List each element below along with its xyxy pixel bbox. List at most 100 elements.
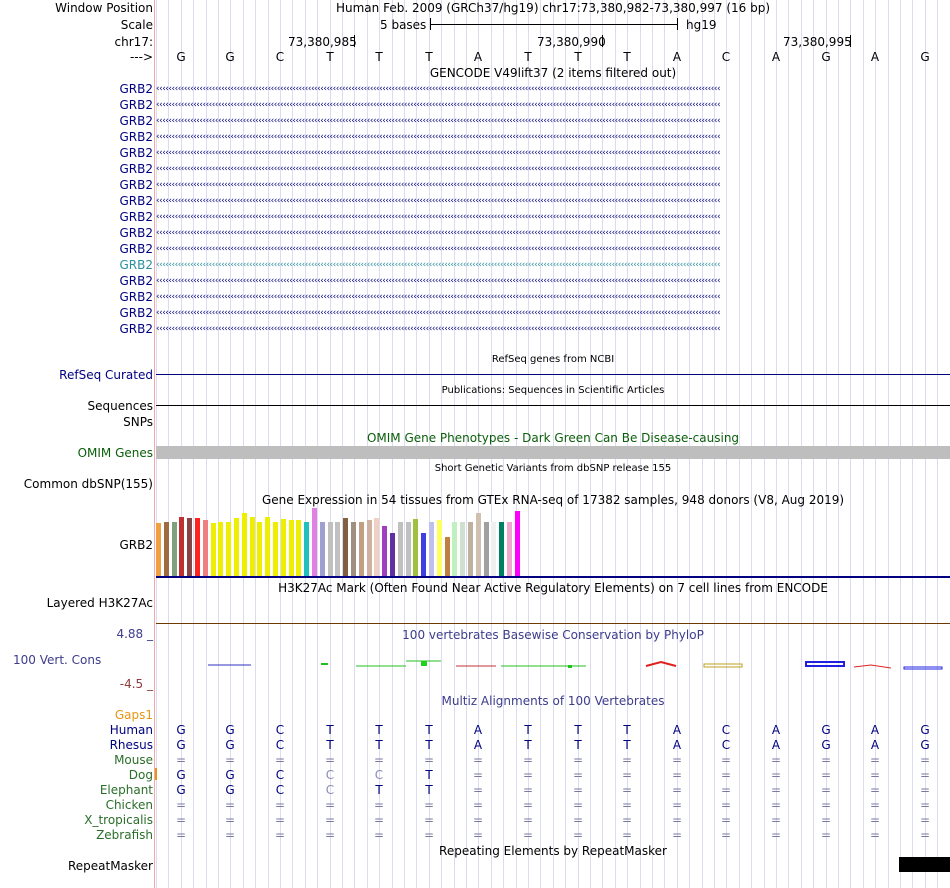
species-label[interactable]: Chicken <box>105 798 153 812</box>
gencode-transcript[interactable]: ‹‹‹‹‹‹‹‹‹‹‹‹‹‹‹‹‹‹‹‹‹‹‹‹‹‹‹‹‹‹‹‹‹‹‹‹‹‹‹‹… <box>156 277 721 285</box>
gtex-tissue-bar[interactable] <box>249 517 255 576</box>
gencode-gene-label[interactable]: GRB2 <box>119 98 153 112</box>
gencode-transcript[interactable]: ‹‹‹‹‹‹‹‹‹‹‹‹‹‹‹‹‹‹‹‹‹‹‹‹‹‹‹‹‹‹‹‹‹‹‹‹‹‹‹‹… <box>156 149 721 157</box>
species-label[interactable]: Mouse <box>114 753 153 767</box>
gtex-tissue-bar[interactable] <box>499 522 505 576</box>
gtex-tissue-bar[interactable] <box>460 522 466 576</box>
gtex-tissue-bar[interactable] <box>366 520 372 576</box>
gtex-tissue-bar[interactable] <box>273 522 278 576</box>
species-label[interactable]: Rhesus <box>109 738 153 752</box>
gtex-tissue-bar[interactable] <box>483 522 489 576</box>
gtex-tissue-bar[interactable] <box>327 522 333 576</box>
species-label[interactable]: Zebrafish <box>96 828 153 842</box>
gencode-track-title[interactable]: GENCODE V49lift37 (2 items filtered out) <box>429 66 677 80</box>
pubs-line[interactable] <box>156 405 950 406</box>
gtex-tissue-bar[interactable] <box>358 522 364 576</box>
assembly-position-text[interactable]: Human Feb. 2009 (GRCh37/hg19) chr17:73,3… <box>335 1 770 15</box>
gtex-tissue-bar[interactable] <box>351 522 356 576</box>
gtex-tissue-bar[interactable] <box>210 523 216 576</box>
gtex-tissue-bar[interactable] <box>265 517 271 576</box>
gencode-gene-label[interactable]: GRB2 <box>119 146 153 160</box>
gtex-tissue-bar[interactable] <box>319 522 325 576</box>
gencode-transcript[interactable]: ‹‹‹‹‹‹‹‹‹‹‹‹‹‹‹‹‹‹‹‹‹‹‹‹‹‹‹‹‹‹‹‹‹‹‹‹‹‹‹‹… <box>156 197 721 205</box>
gtex-tissue-bar[interactable] <box>405 522 411 576</box>
gencode-gene-label[interactable]: GRB2 <box>119 114 153 128</box>
cons-wiggle[interactable] <box>156 650 950 674</box>
gtex-tissue-bar[interactable] <box>304 522 310 576</box>
gencode-gene-label[interactable]: GRB2 <box>119 226 153 240</box>
gencode-gene-label[interactable]: GRB2 <box>119 162 153 176</box>
gtex-tissue-bar[interactable] <box>187 518 193 576</box>
multiz-track-title[interactable]: Multiz Alignments of 100 Vertebrates <box>441 694 665 708</box>
gencode-transcript[interactable]: ‹‹‹‹‹‹‹‹‹‹‹‹‹‹‹‹‹‹‹‹‹‹‹‹‹‹‹‹‹‹‹‹‹‹‹‹‹‹‹‹… <box>156 181 721 189</box>
gtex-tissue-bar[interactable] <box>288 520 294 576</box>
pubs-label[interactable]: Sequences <box>87 399 153 413</box>
gencode-transcript[interactable]: ‹‹‹‹‹‹‹‹‹‹‹‹‹‹‹‹‹‹‹‹‹‹‹‹‹‹‹‹‹‹‹‹‹‹‹‹‹‹‹‹… <box>156 165 721 173</box>
gencode-gene-label[interactable]: GRB2 <box>119 306 153 320</box>
gtex-tissue-bar[interactable] <box>179 517 185 576</box>
pubs-track-title[interactable]: Publications: Sequences in Scientific Ar… <box>441 385 665 396</box>
cons-track-title[interactable]: 100 vertebrates Basewise Conservation by… <box>402 628 704 642</box>
gtex-tissue-bar[interactable] <box>257 522 263 576</box>
gtex-tissue-bar[interactable] <box>382 526 388 576</box>
omim-track-title[interactable]: OMIM Gene Phenotypes - Dark Green Can Be… <box>366 431 740 445</box>
dbsnp-track-title[interactable]: Short Genetic Variants from dbSNP releas… <box>434 463 672 474</box>
gtex-tissue-bar[interactable] <box>312 508 317 576</box>
gtex-tissue-bar[interactable] <box>156 523 161 576</box>
gtex-tissue-bar[interactable] <box>452 522 458 576</box>
gencode-gene-label[interactable]: GRB2 <box>119 210 153 224</box>
gencode-gene-label[interactable]: GRB2 <box>119 82 153 96</box>
gtex-label[interactable]: GRB2 <box>119 538 153 552</box>
gtex-tissue-bar[interactable] <box>234 518 239 576</box>
gtex-tissue-bar[interactable] <box>507 522 512 576</box>
repeat-label[interactable]: RepeatMasker <box>67 859 153 873</box>
gencode-transcript[interactable]: ‹‹‹‹‹‹‹‹‹‹‹‹‹‹‹‹‹‹‹‹‹‹‹‹‹‹‹‹‹‹‹‹‹‹‹‹‹‹‹‹… <box>156 213 721 221</box>
gaps-label[interactable]: Gaps1 <box>114 708 153 722</box>
gencode-transcript[interactable]: ‹‹‹‹‹‹‹‹‹‹‹‹‹‹‹‹‹‹‹‹‹‹‹‹‹‹‹‹‹‹‹‹‹‹‹‹‹‹‹‹… <box>156 229 721 237</box>
gtex-tissue-bar[interactable] <box>171 522 177 576</box>
gencode-transcript[interactable]: ‹‹‹‹‹‹‹‹‹‹‹‹‹‹‹‹‹‹‹‹‹‹‹‹‹‹‹‹‹‹‹‹‹‹‹‹‹‹‹‹… <box>156 101 721 109</box>
gencode-transcript[interactable]: ‹‹‹‹‹‹‹‹‹‹‹‹‹‹‹‹‹‹‹‹‹‹‹‹‹‹‹‹‹‹‹‹‹‹‹‹‹‹‹‹… <box>156 293 721 301</box>
gtex-tissue-bar[interactable] <box>226 522 232 576</box>
refseq-label[interactable]: RefSeq Curated <box>59 368 153 382</box>
gtex-tissue-bar[interactable] <box>218 522 224 576</box>
gtex-tissue-bar[interactable] <box>390 533 395 576</box>
gtex-tissue-bar[interactable] <box>468 522 473 576</box>
gtex-tissue-bar[interactable] <box>491 522 497 576</box>
gtex-tissue-bar[interactable] <box>421 533 427 576</box>
gtex-tissue-bar[interactable] <box>296 520 302 576</box>
gencode-gene-label[interactable]: GRB2 <box>119 178 153 192</box>
gencode-transcript[interactable]: ‹‹‹‹‹‹‹‹‹‹‹‹‹‹‹‹‹‹‹‹‹‹‹‹‹‹‹‹‹‹‹‹‹‹‹‹‹‹‹‹… <box>156 309 721 317</box>
gtex-tissue-bar[interactable] <box>374 518 380 576</box>
species-label[interactable]: Elephant <box>99 783 153 797</box>
gencode-gene-label[interactable]: GRB2 <box>119 242 153 256</box>
gtex-tissue-bar[interactable] <box>475 513 481 576</box>
omim-feature-bar[interactable] <box>156 446 950 459</box>
snps-label[interactable]: SNPs <box>123 415 153 429</box>
gtex-tissue-bar[interactable] <box>241 513 247 576</box>
gtex-tissue-bar[interactable] <box>444 537 450 576</box>
gtex-tissue-bar[interactable] <box>514 511 520 576</box>
gencode-transcript[interactable]: ‹‹‹‹‹‹‹‹‹‹‹‹‹‹‹‹‹‹‹‹‹‹‹‹‹‹‹‹‹‹‹‹‹‹‹‹‹‹‹‹… <box>156 133 721 141</box>
gtex-tissue-bar[interactable] <box>163 522 169 576</box>
cons-label[interactable]: 100 Vert. Cons <box>13 653 102 667</box>
gtex-tissue-bar[interactable] <box>195 518 200 576</box>
repeat-element[interactable] <box>899 857 950 872</box>
gtex-bar-chart[interactable] <box>156 508 950 576</box>
gencode-gene-label[interactable]: GRB2 <box>119 258 153 272</box>
gtex-tissue-bar[interactable] <box>413 519 419 576</box>
gtex-tissue-bar[interactable] <box>335 522 341 576</box>
gtex-tissue-bar[interactable] <box>280 519 286 576</box>
gencode-gene-label[interactable]: GRB2 <box>119 130 153 144</box>
h3k27ac-label[interactable]: Layered H3K27Ac <box>46 596 153 610</box>
gencode-transcript[interactable]: ‹‹‹‹‹‹‹‹‹‹‹‹‹‹‹‹‹‹‹‹‹‹‹‹‹‹‹‹‹‹‹‹‹‹‹‹‹‹‹‹… <box>156 85 721 93</box>
gtex-tissue-bar[interactable] <box>397 522 403 576</box>
repeat-track-title[interactable]: Repeating Elements by RepeatMasker <box>439 844 667 858</box>
dbsnp-label[interactable]: Common dbSNP(155) <box>23 477 153 491</box>
gtex-tissue-bar[interactable] <box>429 522 434 576</box>
gencode-gene-label[interactable]: GRB2 <box>119 194 153 208</box>
gencode-gene-label[interactable]: GRB2 <box>119 274 153 288</box>
species-label[interactable]: Dog <box>128 768 153 782</box>
species-label[interactable]: Human <box>109 723 153 737</box>
gencode-gene-label[interactable]: GRB2 <box>119 322 153 336</box>
